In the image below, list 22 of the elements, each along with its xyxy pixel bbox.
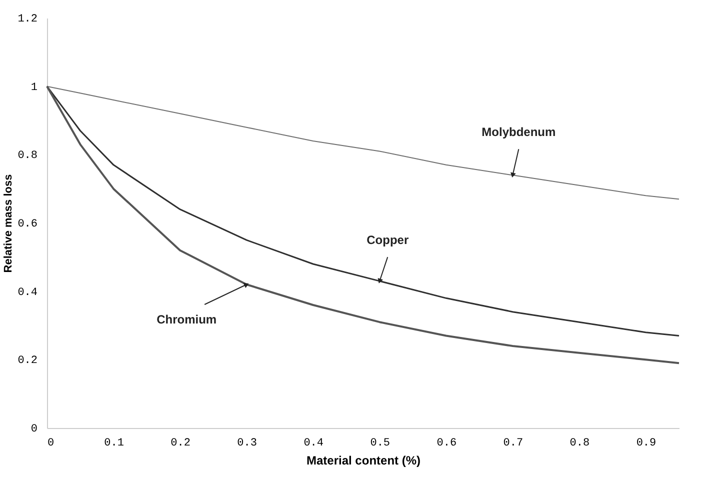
x-tick-label: 0.2	[170, 438, 190, 450]
y-tick-label: 1	[30, 82, 38, 94]
legend-label: Chromium	[156, 312, 217, 326]
y-tick-label: 0.6	[18, 218, 38, 230]
x-tick-label: 0.9	[636, 438, 656, 450]
y-tick-label: 0	[30, 424, 38, 436]
y-tick-label: 0.2	[18, 355, 38, 368]
text: Molybdenum	[482, 125, 556, 140]
x-tick-label: 0.6	[436, 438, 457, 450]
text: Copper	[366, 233, 409, 248]
x-tick-label: 0.3	[237, 438, 257, 450]
x-tick-label: 0.7	[503, 438, 524, 450]
y-tick-label: 0.4	[18, 286, 38, 299]
x-tick-label: 0.4	[304, 438, 324, 450]
y-tick-label: 0.8	[18, 150, 38, 162]
x-tick-label: 0.5	[370, 438, 390, 450]
x-tick-label: 0.8	[570, 438, 590, 450]
x-tick-label: 0.1	[104, 438, 124, 450]
x-tick-label: 0	[48, 438, 54, 450]
x-axis-title: Material content (%)	[306, 454, 421, 468]
y-tick-label: 1.2	[18, 14, 38, 26]
y-axis-title: Relative mass loss	[2, 174, 15, 273]
